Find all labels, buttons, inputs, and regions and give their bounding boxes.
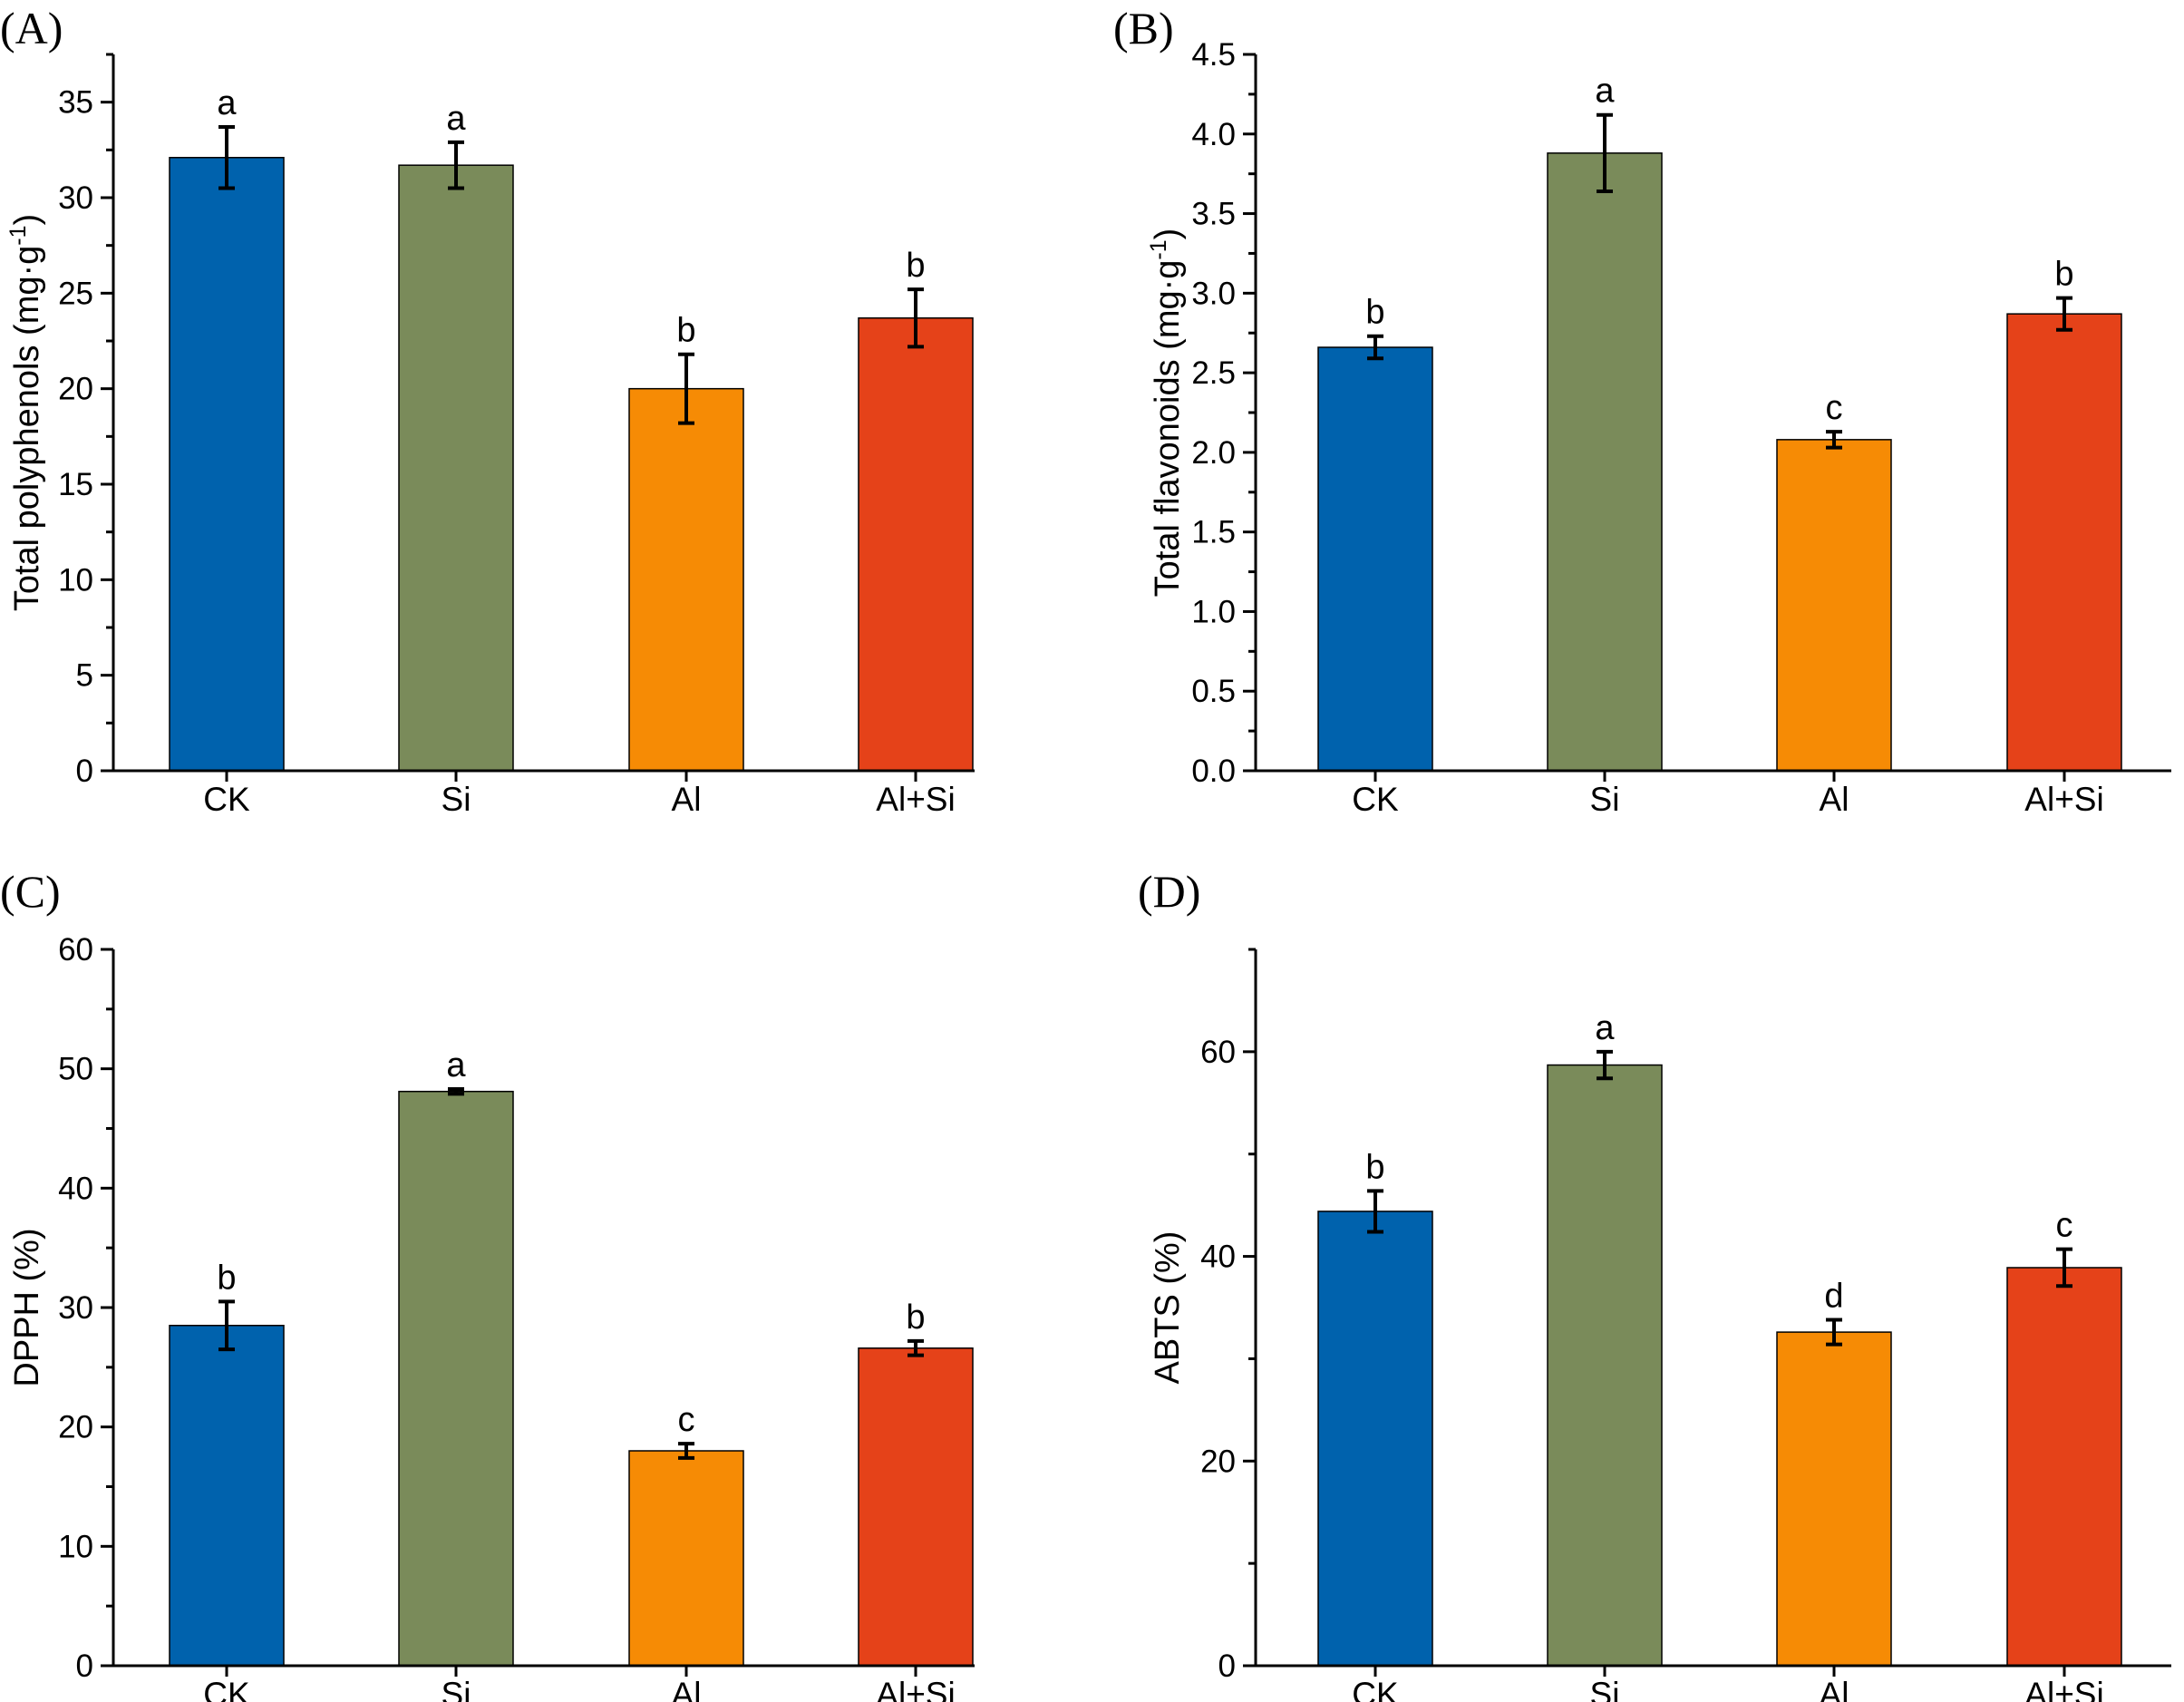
bar-ck (169, 157, 285, 772)
x-tick-label: Al+Si (2024, 781, 2103, 818)
y-tick-label: 3.5 (1191, 197, 1236, 232)
x-tick-label: Si (1590, 781, 1620, 818)
bar-si (398, 164, 514, 772)
y-axis-title-main: Total polyphenols (mg·g (8, 246, 46, 611)
significance-letter: b (676, 312, 695, 350)
x-tick-label: Al (1820, 781, 1849, 818)
y-tick-label: 15 (58, 467, 93, 502)
significance-letter: a (1595, 1009, 1615, 1047)
x-tick-label: Al (672, 1676, 702, 1702)
y-tick-label: 25 (58, 276, 93, 311)
bar-al-si (2006, 313, 2122, 772)
y-axis-title-main: ABTS (%) (1149, 1231, 1187, 1385)
significance-letter: c (1826, 389, 1843, 427)
y-tick-label: 30 (58, 1290, 93, 1326)
y-tick-label: 0 (76, 754, 93, 789)
significance-letter: a (1595, 73, 1615, 111)
x-tick-label: Al (1820, 1676, 1849, 1702)
bar-al-si (2006, 1267, 2122, 1667)
significance-letter: b (1365, 294, 1384, 332)
significance-letter: a (446, 100, 466, 138)
y-tick-label: 2.5 (1191, 355, 1236, 391)
x-tick-label: CK (1352, 781, 1399, 818)
x-tick-label: CK (1352, 1676, 1399, 1702)
x-tick-label: Al+Si (876, 1676, 955, 1702)
x-tick-label: Al (672, 781, 702, 818)
significance-letter: b (2054, 256, 2073, 294)
chart-panel-b: (B) b a c b 0.0 0.5 1.0 1.5 2.0 2.5 3.0 3.5 4.0 4.5 CK S… (1113, 3, 2171, 818)
bar-si (1547, 152, 1663, 772)
chart-panel-c: (C) b a c b 0 10 20 30 40 50 60 CK Si Al Al+Si DPPH (%) (0, 866, 975, 1702)
y-axis-title: Total flavonoids (mg·g-1) (1146, 229, 1187, 598)
y-axis-title-sup: -1 (1146, 239, 1171, 259)
x-tick-label: CK (203, 781, 250, 818)
y-tick-label: 0.0 (1191, 754, 1236, 789)
bar-ck (1317, 1211, 1433, 1667)
y-tick-label: 1.0 (1191, 594, 1236, 629)
x-tick-label: Si (1590, 1676, 1620, 1702)
x-tick-label: CK (203, 1676, 250, 1702)
y-tick-label: 4.5 (1191, 37, 1236, 73)
y-tick-label: 30 (58, 180, 93, 216)
x-tick-label: Al+Si (876, 781, 955, 818)
panel-label: (A) (0, 3, 63, 53)
panel-label: (B) (1113, 3, 1174, 53)
y-tick-label: 5 (76, 658, 93, 694)
y-tick-label: 60 (58, 932, 93, 968)
bar-si (1547, 1064, 1663, 1667)
y-tick-label: 10 (58, 1529, 93, 1564)
significance-letter: a (217, 84, 237, 122)
bar-al (1776, 439, 1892, 772)
bar-al-si (858, 316, 974, 772)
x-tick-label: Al+Si (2024, 1676, 2103, 1702)
significance-letter: b (906, 247, 925, 285)
x-tick-label: Si (442, 1676, 471, 1702)
y-tick-label: 0 (76, 1649, 93, 1684)
y-tick-label: 4.0 (1191, 117, 1236, 152)
significance-letter: b (1365, 1148, 1384, 1186)
bar-si (398, 1090, 514, 1667)
bar-ck (1317, 346, 1433, 772)
y-tick-label: 50 (58, 1052, 93, 1087)
y-axis-title-end: ) (8, 214, 46, 226)
y-tick-label: 20 (58, 1410, 93, 1445)
bar-ck (169, 1325, 285, 1667)
y-tick-label: 0 (1218, 1649, 1236, 1684)
significance-letter: d (1824, 1278, 1843, 1316)
y-tick-label: 35 (58, 85, 93, 121)
significance-letter: a (446, 1046, 466, 1084)
y-axis-title: DPPH (%) (8, 1228, 46, 1386)
y-tick-label: 40 (58, 1171, 93, 1206)
bar-al (628, 1450, 744, 1667)
y-axis-title-main: DPPH (%) (8, 1228, 46, 1386)
y-tick-label: 3.0 (1191, 276, 1236, 311)
chart-panel-a: (A) a a b b 0 5 10 15 20 25 30 35 CK Si Al Al+Si Total po… (0, 3, 975, 818)
panel-label: (C) (0, 866, 61, 917)
significance-letter: c (678, 1401, 695, 1439)
panel-label: (D) (1138, 866, 1200, 917)
x-tick-label: Si (442, 781, 471, 818)
bar-al (1776, 1331, 1892, 1667)
chart-panel-d: (D) b a d c 0 20 40 60 CK Si Al Al+Si ABTS (%) (1138, 866, 2171, 1702)
y-tick-label: 0.5 (1191, 674, 1236, 709)
y-axis-title: Total polyphenols (mg·g-1) (5, 214, 46, 611)
significance-letter: b (217, 1259, 236, 1297)
y-tick-label: 40 (1200, 1240, 1236, 1275)
bar-al-si (858, 1347, 974, 1667)
y-tick-label: 20 (1200, 1444, 1236, 1479)
y-axis-title-main: Total flavonoids (mg·g (1149, 260, 1187, 598)
y-tick-label: 60 (1200, 1035, 1236, 1070)
significance-letter: c (2056, 1207, 2073, 1245)
y-tick-label: 1.5 (1191, 515, 1236, 550)
y-tick-label: 20 (58, 372, 93, 407)
y-tick-label: 2.0 (1191, 435, 1236, 471)
y-axis-title-sup: -1 (5, 225, 31, 245)
y-axis-title-end: ) (1149, 229, 1187, 240)
y-axis-title: ABTS (%) (1149, 1231, 1187, 1385)
bar-al (628, 387, 744, 772)
y-tick-label: 10 (58, 562, 93, 598)
significance-letter: b (906, 1298, 925, 1337)
